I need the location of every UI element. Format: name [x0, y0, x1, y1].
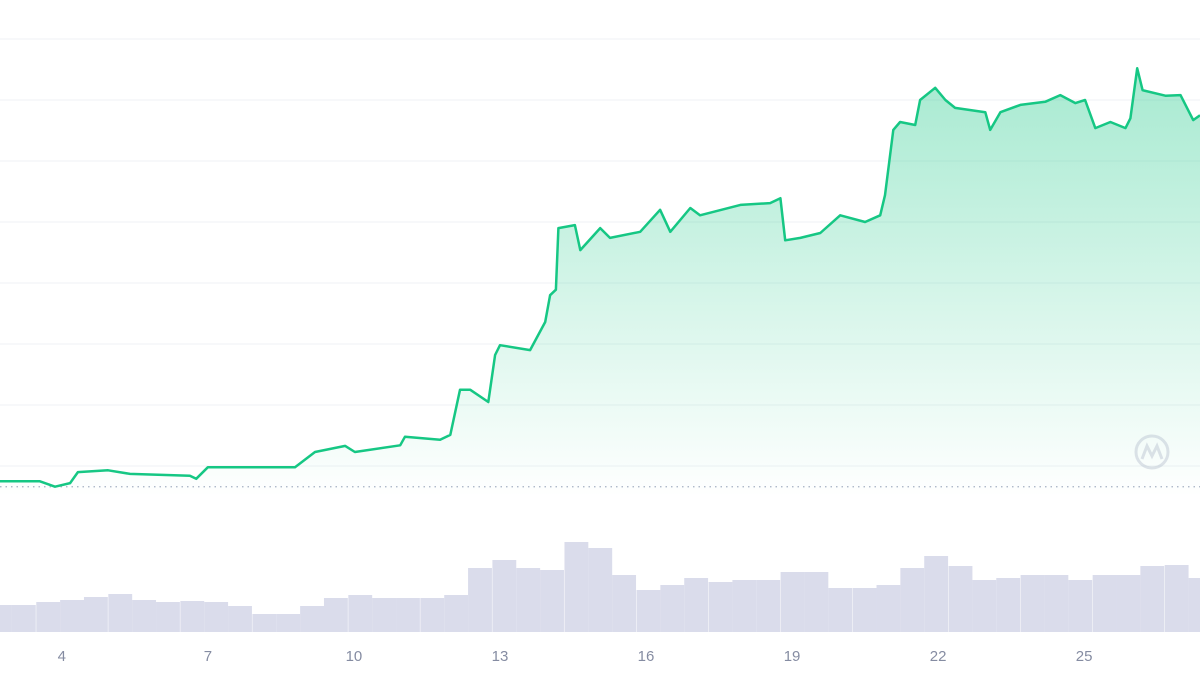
volume-bar: [1092, 575, 1117, 632]
volume-bar: [83, 597, 108, 632]
volume-bar: [852, 588, 877, 632]
plot: [0, 67, 1200, 497]
x-tick-label: 19: [784, 648, 801, 665]
volume-bar: [1116, 575, 1141, 632]
volume-bar: [636, 590, 661, 632]
volume-bar: [516, 568, 541, 632]
volume-bar: [540, 570, 564, 632]
volume-bar: [180, 601, 205, 632]
volume-bar: [828, 588, 853, 632]
volume-bar: [900, 568, 925, 632]
volume-bar: [588, 548, 613, 632]
volume-bar: [11, 605, 36, 632]
volume-bar: [660, 585, 685, 632]
volume-bar: [0, 605, 12, 632]
volume-bar: [396, 598, 420, 632]
volume-bar: [468, 568, 492, 632]
x-tick-label: 10: [346, 648, 363, 665]
volume-bar: [492, 560, 517, 632]
volume-bar: [1068, 580, 1093, 632]
volume-bar: [300, 606, 324, 632]
volume-bar: [276, 614, 301, 632]
volume-bar: [972, 580, 997, 632]
volume-bar: [420, 598, 445, 632]
volume-bar: [132, 600, 157, 632]
volume-bar: [444, 595, 469, 632]
volume-bar: [564, 542, 589, 632]
volume-bars: [0, 542, 1200, 632]
volume-bar: [708, 582, 733, 632]
volume-bar: [804, 572, 829, 632]
volume-bar: [60, 600, 84, 632]
x-tick-label: 7: [204, 648, 212, 665]
volume-bar: [36, 602, 61, 632]
volume-bar: [1164, 565, 1189, 632]
x-tick-label: 4: [58, 648, 66, 665]
volume-bar: [948, 566, 973, 632]
volume-bar: [1044, 575, 1069, 632]
x-tick-label: 25: [1076, 648, 1093, 665]
volume-bar: [756, 580, 781, 632]
volume-bar: [348, 595, 373, 632]
volume-bar: [1140, 566, 1165, 632]
watermark-logo: [1134, 434, 1170, 470]
x-tick-label: 13: [492, 648, 509, 665]
volume-bar: [924, 556, 949, 632]
volume-bar: [228, 606, 252, 632]
volume-bar: [876, 585, 901, 632]
volume-bar: [108, 594, 133, 632]
price-area: [0, 68, 1200, 497]
volume-bar: [1020, 575, 1045, 632]
volume-bar: [372, 598, 397, 632]
volume-bar: [732, 580, 757, 632]
price-line: [0, 67, 1200, 488]
x-tick-label: 16: [638, 648, 655, 665]
x-axis: 4 7 10 13 16 19 22 25: [58, 648, 1093, 665]
volume-bar: [252, 614, 277, 632]
volume-bar: [1188, 578, 1200, 632]
x-tick-label: 22: [930, 648, 947, 665]
volume-bar: [996, 578, 1021, 632]
volume-bar: [204, 602, 229, 632]
volume-bar: [156, 602, 180, 632]
volume-bar: [684, 578, 709, 632]
volume-bar: [612, 575, 637, 632]
volume-bar: [323, 598, 348, 632]
volume-bar: [780, 572, 805, 632]
